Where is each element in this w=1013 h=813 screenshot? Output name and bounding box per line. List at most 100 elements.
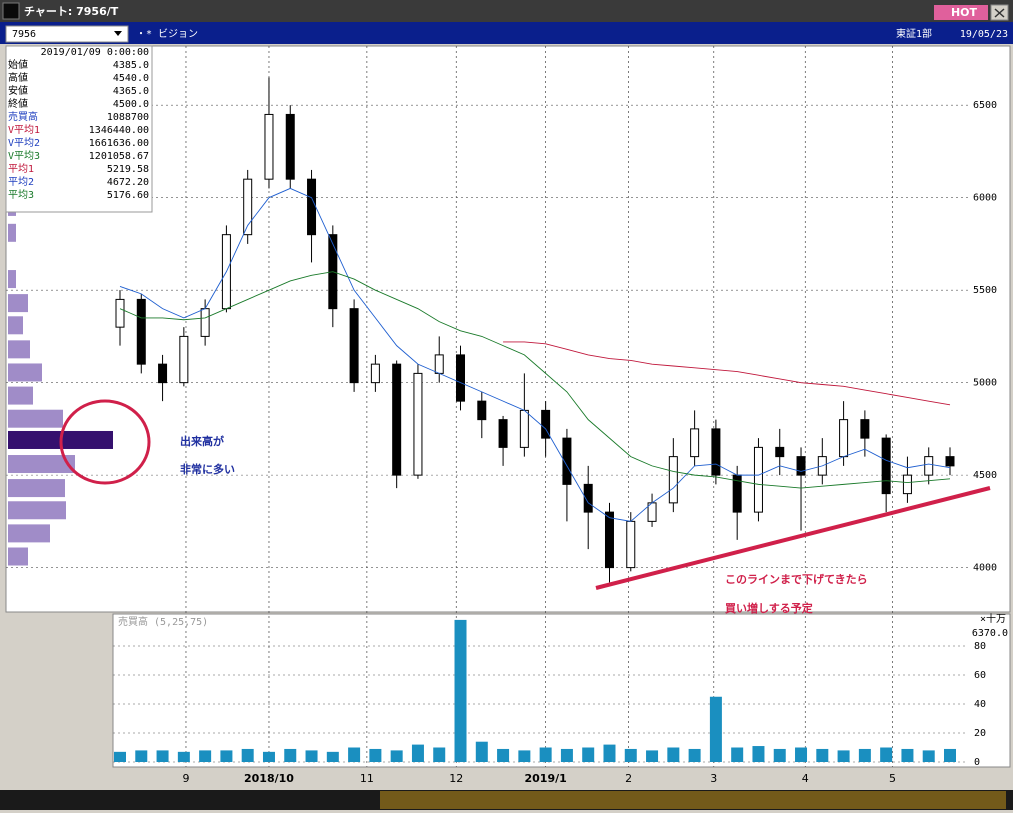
candle-body <box>668 456 678 504</box>
info-value: 4672.20 <box>107 177 149 188</box>
profile-bar <box>8 547 28 566</box>
y-tick-label: 4500 <box>973 470 997 481</box>
info-value: 1661636.00 <box>89 138 149 149</box>
candle-body <box>285 113 295 180</box>
x-tick-label: 4 <box>802 772 809 785</box>
volume-bar <box>731 747 744 762</box>
volume-bar <box>560 748 573 762</box>
info-label: 安値 <box>8 84 28 97</box>
volume-bar <box>411 744 424 762</box>
profile-bar <box>8 316 23 335</box>
volume-last: 6370.0 <box>972 628 1008 639</box>
candle-body <box>690 428 700 458</box>
candle-body <box>307 178 317 236</box>
profile-bar <box>8 223 16 242</box>
mode: ・* ビジョン <box>136 28 198 40</box>
x-tick-label: 2 <box>625 772 632 785</box>
volume-bar <box>326 751 339 762</box>
moving-average <box>503 341 951 406</box>
volume-bar <box>773 748 786 762</box>
volume-bar <box>199 750 212 762</box>
volume-bar <box>816 748 829 762</box>
candle-body <box>179 335 189 384</box>
overview-window[interactable] <box>380 791 1006 809</box>
candle-body <box>115 298 125 328</box>
candle-body <box>477 400 487 421</box>
candle-body <box>626 520 636 569</box>
profile-bar <box>8 455 75 474</box>
info-value: 4385.0 <box>113 60 149 71</box>
info-label: 平均1 <box>8 163 34 175</box>
info-label: V平均3 <box>8 150 40 162</box>
info-label: 始値 <box>8 58 28 71</box>
volume-bar <box>177 751 190 762</box>
profile-bar <box>8 270 16 289</box>
volume-bar <box>369 748 382 762</box>
x-tick-label: 9 <box>182 772 189 785</box>
candle-body <box>753 446 763 513</box>
price-plot <box>115 77 955 583</box>
volume-bar <box>433 747 446 762</box>
y-tick-label: 60 <box>974 670 986 681</box>
volume-pane-label: 売買高 (5,25,75) <box>118 615 208 628</box>
y-tick-label: 4000 <box>973 563 997 574</box>
volume-bar <box>220 750 233 762</box>
volume-bar <box>135 750 148 762</box>
volume-bar <box>922 750 935 762</box>
candle-body <box>711 428 721 476</box>
volume-bar <box>709 696 722 762</box>
info-value: 1201058.67 <box>89 151 149 162</box>
hot-button[interactable] <box>934 5 988 20</box>
volume-bar <box>880 747 893 762</box>
info-panel: 2019/01/09 0:00:00 始値 4385.0 高値 4540.0 安値 436… <box>5 45 153 213</box>
volume-bar <box>901 748 914 762</box>
volume-bar <box>667 747 680 762</box>
x-tick-label: 3 <box>710 772 717 785</box>
price-pane <box>5 45 1011 613</box>
candle-body <box>775 446 785 458</box>
candle-body <box>349 308 359 384</box>
toolbar <box>0 22 1013 44</box>
market: 東証1部 <box>896 27 932 40</box>
moving-average <box>119 271 951 489</box>
close-icon <box>994 8 1005 18</box>
volume-bar <box>688 748 701 762</box>
volume-bar <box>454 619 467 762</box>
symbol: 7956 <box>12 29 36 40</box>
candle-body <box>860 419 870 439</box>
volume-bar <box>624 748 637 762</box>
x-tick-label: 2019/1 <box>524 772 566 785</box>
candle-body <box>413 372 423 476</box>
info-label: V平均2 <box>8 137 40 149</box>
x-tick-label: 11 <box>360 772 374 785</box>
annotation: 買い増しする予定 <box>725 601 813 615</box>
title-bar <box>0 0 1013 22</box>
candle-body <box>945 456 955 467</box>
symbol-combo[interactable] <box>5 25 129 43</box>
support-line <box>595 486 991 590</box>
volume-pane <box>112 613 1011 768</box>
annotation: このラインまで下げてきたら <box>725 572 868 586</box>
candle-body <box>264 113 274 180</box>
info-value: 5176.60 <box>107 190 149 201</box>
candle-body <box>839 419 849 458</box>
profile-bar <box>8 340 30 359</box>
volume-bar <box>795 747 808 762</box>
candle-body <box>243 178 253 236</box>
candle-body <box>456 354 466 402</box>
info-value: 1088700 <box>107 112 149 123</box>
app-icon <box>2 2 20 20</box>
candle-body <box>434 354 444 374</box>
x-tick-label: 2018/10 <box>244 772 294 785</box>
volume-bar <box>241 748 254 762</box>
candle-body <box>498 419 508 448</box>
candle-body <box>796 456 806 476</box>
y-tick-label: 40 <box>974 699 986 710</box>
info-label: 平均3 <box>8 189 34 201</box>
y-tick-label: 6000 <box>973 193 997 204</box>
y-tick-label: 5000 <box>973 378 997 389</box>
info-datetime: 2019/01/09 0:00:00 <box>41 47 149 58</box>
info-label: 売買高 <box>8 110 38 123</box>
volume-bar <box>262 751 275 762</box>
